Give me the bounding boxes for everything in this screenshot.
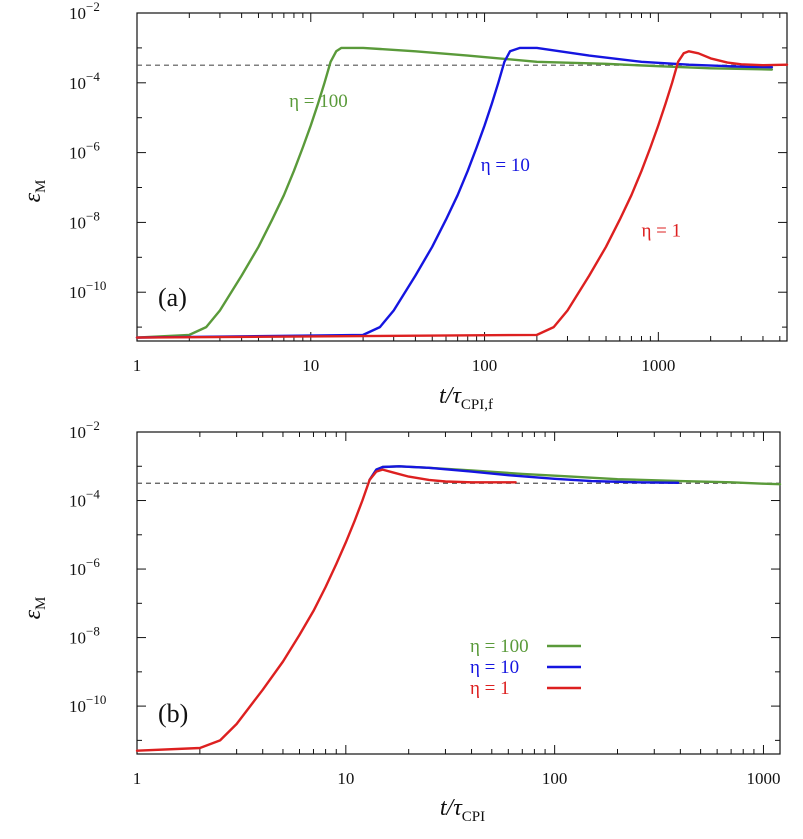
panel-label: (b): [158, 699, 188, 728]
series-annotation-eta1: η = 1: [641, 220, 681, 241]
y-axis-title: εM: [20, 180, 49, 203]
x-tick-label: 1: [133, 356, 142, 375]
series-line-eta1: [135, 50, 789, 339]
y-tick-label: 10−2: [69, 0, 100, 23]
x-tick-label: 100: [472, 356, 498, 375]
y-tick-label: 10−10: [69, 278, 106, 302]
y-tick-label: 10−6: [69, 139, 100, 163]
legend-label-eta1: η = 1: [470, 678, 510, 699]
legend-label-eta100: η = 100: [470, 636, 529, 657]
x-tick-label: 1000: [641, 356, 675, 375]
x-tick-label: 1000: [746, 769, 780, 788]
series-line-eta1: [135, 468, 517, 752]
series-line-eta10: [135, 46, 774, 339]
y-tick-label: 10−6: [69, 555, 100, 579]
x-axis-title: t/τCPI,f: [439, 383, 493, 413]
series-line-eta100: [135, 46, 774, 339]
y-tick-label: 10−4: [69, 69, 100, 93]
y-tick-label: 10−8: [69, 208, 100, 232]
legend-label-eta10: η = 10: [470, 657, 519, 678]
x-tick-label: 10: [337, 769, 354, 788]
x-tick-label: 10: [302, 356, 319, 375]
y-tick-label: 10−4: [69, 487, 100, 511]
y-tick-label: 10−2: [69, 418, 100, 442]
y-axis-title: εM: [20, 597, 49, 620]
series-annotation-eta100: η = 100: [289, 91, 348, 112]
panel-a: 1 10 100 1000 10−2 10−4 10−6 10−8 10−10 t/τCPI,f ε…: [20, 0, 789, 413]
plot-frame: [136, 431, 781, 755]
x-tick-label: 1: [133, 769, 142, 788]
x-tick-label: 100: [542, 769, 568, 788]
y-tick-label: 10−8: [69, 624, 100, 648]
panel-label: (a): [158, 283, 187, 312]
plot-frame: [136, 12, 788, 342]
panel-b: 1 10 100 1000 10−2 10−4 10−6 10−8 10−10 t/τCPI εM (…: [20, 418, 782, 825]
x-axis-title: t/τCPI: [440, 795, 485, 825]
series-line-eta10: [368, 465, 680, 484]
series-annotation-eta10: η = 10: [481, 155, 530, 176]
y-tick-label: 10−10: [69, 692, 106, 716]
